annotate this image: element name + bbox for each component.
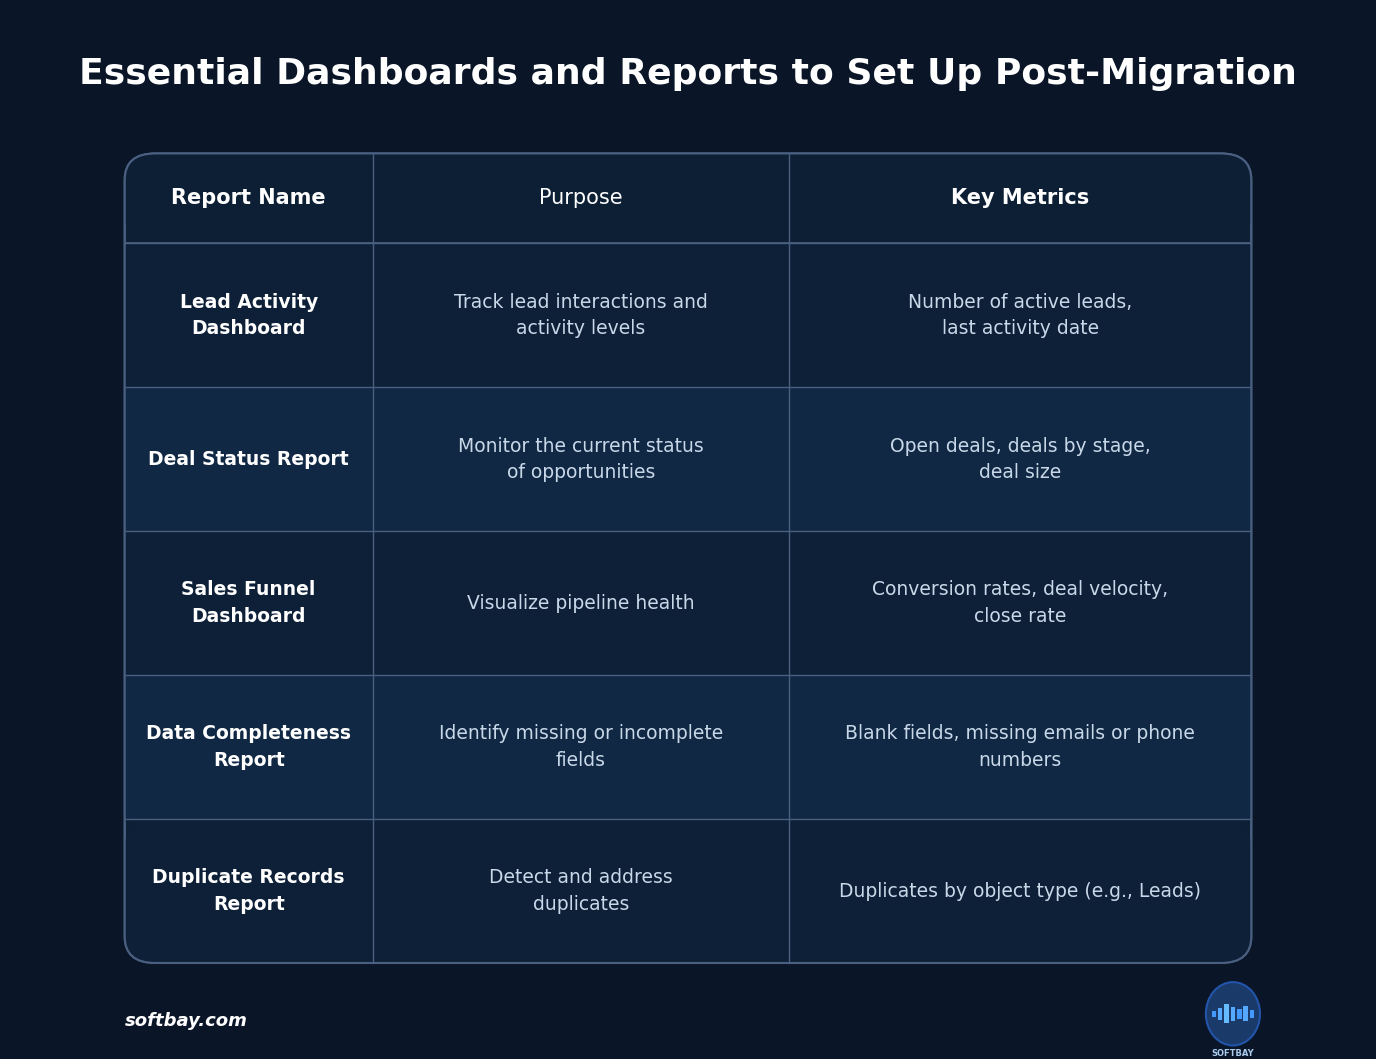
Bar — [1237, 1009, 1241, 1019]
Bar — [1244, 1006, 1248, 1022]
Text: Lead Activity
Dashboard: Lead Activity Dashboard — [179, 292, 318, 338]
Text: Track lead interactions and
activity levels: Track lead interactions and activity lev… — [454, 292, 707, 338]
Text: Open deals, deals by stage,
deal size: Open deals, deals by stage, deal size — [890, 436, 1150, 482]
Bar — [1212, 1011, 1216, 1017]
Text: Visualize pipeline health: Visualize pipeline health — [468, 594, 695, 613]
Text: Sales Funnel
Dashboard: Sales Funnel Dashboard — [182, 580, 316, 626]
Text: Data Completeness
Report: Data Completeness Report — [146, 724, 351, 770]
Text: Deal Status Report: Deal Status Report — [149, 450, 350, 469]
Text: Essential Dashboards and Reports to Set Up Post-Migration: Essential Dashboards and Reports to Set … — [78, 57, 1298, 91]
Bar — [1230, 1007, 1236, 1021]
Polygon shape — [125, 244, 1251, 388]
Text: Monitor the current status
of opportunities: Monitor the current status of opportunit… — [458, 436, 705, 482]
Text: Detect and address
duplicates: Detect and address duplicates — [488, 868, 673, 914]
Text: Blank fields, missing emails or phone
numbers: Blank fields, missing emails or phone nu… — [845, 724, 1196, 770]
Text: Duplicates by object type (e.g., Leads): Duplicates by object type (e.g., Leads) — [839, 881, 1201, 900]
Text: SOFTBAY: SOFTBAY — [1212, 1048, 1255, 1058]
Bar — [1249, 1010, 1255, 1018]
Polygon shape — [125, 388, 1251, 532]
Text: Number of active leads,
last activity date: Number of active leads, last activity da… — [908, 292, 1132, 338]
Text: Identify missing or incomplete
fields: Identify missing or incomplete fields — [439, 724, 724, 770]
Bar — [1218, 1008, 1222, 1020]
Polygon shape — [125, 532, 1251, 676]
FancyBboxPatch shape — [125, 154, 1251, 963]
Polygon shape — [125, 676, 1251, 819]
FancyBboxPatch shape — [125, 154, 1251, 244]
Text: Key Metrics: Key Metrics — [951, 189, 1090, 209]
Text: Report Name: Report Name — [172, 189, 326, 209]
Ellipse shape — [1205, 982, 1260, 1045]
Text: softbay.com: softbay.com — [125, 1012, 248, 1030]
Bar — [1225, 1004, 1229, 1023]
Text: Purpose: Purpose — [539, 189, 623, 209]
FancyBboxPatch shape — [125, 819, 1251, 963]
Text: Conversion rates, deal velocity,
close rate: Conversion rates, deal velocity, close r… — [872, 580, 1168, 626]
Text: Duplicate Records
Report: Duplicate Records Report — [153, 868, 345, 914]
